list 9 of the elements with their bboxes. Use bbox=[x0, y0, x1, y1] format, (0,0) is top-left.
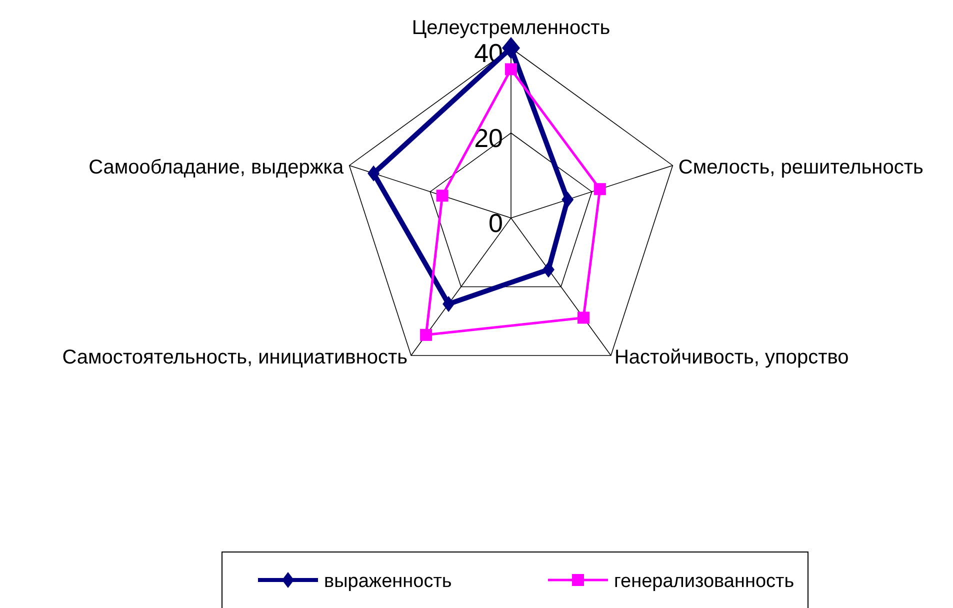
spoke-label: Смелость, решительность bbox=[678, 156, 924, 178]
spoke-label: Самообладание, выдержка bbox=[88, 156, 344, 178]
legend-label: генерализованность bbox=[614, 571, 794, 592]
legend-label: выраженность bbox=[324, 571, 452, 592]
spoke-label: Целеустремленность bbox=[412, 17, 610, 39]
spoke-label: Настойчивость, упорство bbox=[614, 346, 849, 369]
spoke-label: Самостоятельность, инициативность bbox=[62, 346, 408, 369]
y-tick-label: 0 bbox=[488, 208, 503, 238]
y-tick-label: 20 bbox=[474, 123, 503, 153]
